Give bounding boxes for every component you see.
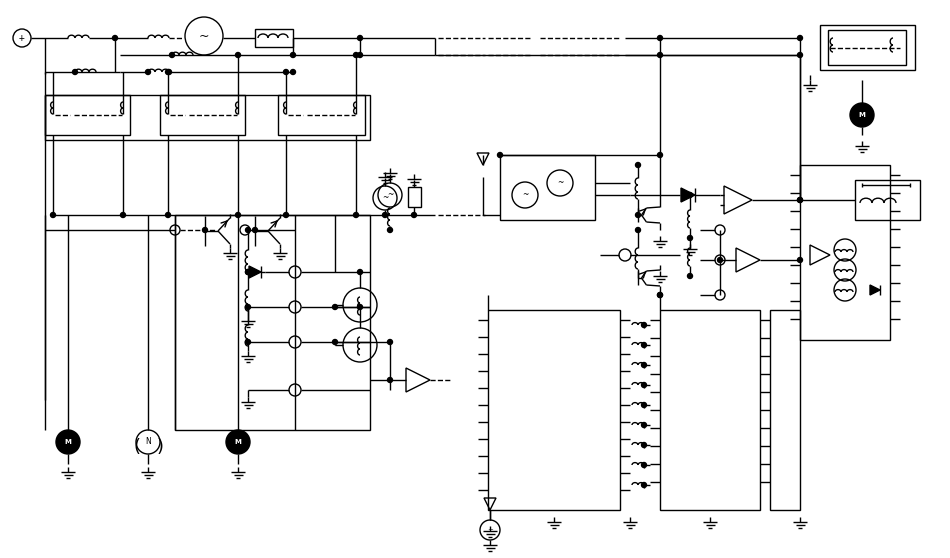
Polygon shape [870,285,880,295]
Bar [500,155,595,220]
Circle shape [253,228,257,233]
Circle shape [332,305,337,310]
Circle shape [357,305,363,310]
Bar [45,95,130,135]
Circle shape [169,52,175,57]
Circle shape [657,152,662,157]
Circle shape [641,442,647,448]
Circle shape [236,52,240,57]
Circle shape [245,339,251,344]
Circle shape [388,228,392,233]
Circle shape [388,339,392,344]
Circle shape [121,213,125,218]
Circle shape [797,36,803,41]
Text: (: ( [134,438,141,456]
Circle shape [72,70,78,75]
Circle shape [353,52,358,57]
Text: N: N [145,437,151,446]
Circle shape [657,52,662,57]
Bar [408,187,421,207]
Circle shape [688,273,693,278]
Text: ~: ~ [387,190,393,200]
Circle shape [245,228,251,233]
Circle shape [245,270,251,275]
Circle shape [657,36,662,41]
Circle shape [383,213,388,218]
Text: +: + [19,33,25,43]
Circle shape [283,70,289,75]
Text: M: M [65,439,71,445]
Circle shape [636,162,640,167]
Circle shape [657,292,662,297]
Circle shape [388,378,392,382]
Circle shape [498,152,503,157]
Circle shape [797,198,803,203]
Circle shape [641,463,647,468]
Bar [820,25,915,70]
Circle shape [236,213,240,218]
Circle shape [291,70,295,75]
Bar [175,215,370,430]
Bar [828,30,906,65]
Bar [160,95,245,135]
Circle shape [50,213,55,218]
Text: ~: ~ [382,194,389,203]
Bar [45,95,370,140]
Circle shape [797,198,803,203]
Circle shape [357,36,363,41]
Circle shape [641,363,647,368]
Circle shape [688,193,693,198]
Circle shape [657,292,662,297]
Circle shape [797,257,803,262]
Circle shape [283,213,289,218]
Circle shape [636,213,640,218]
Circle shape [357,52,363,57]
Circle shape [411,213,416,218]
Polygon shape [249,266,261,278]
Circle shape [145,70,150,75]
Text: ~: ~ [487,527,493,533]
Polygon shape [681,188,695,202]
Circle shape [165,213,170,218]
Circle shape [166,70,172,75]
Circle shape [641,422,647,427]
Circle shape [641,343,647,348]
Circle shape [357,270,363,275]
Circle shape [641,402,647,407]
Circle shape [717,257,723,262]
Text: ): ) [157,438,163,456]
Circle shape [641,483,647,488]
Circle shape [56,430,80,454]
Bar [255,29,293,47]
Circle shape [688,235,693,240]
Circle shape [291,52,295,57]
Circle shape [202,228,207,233]
Circle shape [353,213,358,218]
Bar [278,95,365,135]
Text: M: M [235,439,241,445]
Circle shape [332,339,337,344]
Text: M: M [859,112,865,118]
Circle shape [797,52,803,57]
Bar [770,310,800,510]
Text: ~: ~ [199,30,209,42]
Text: ~: ~ [557,179,563,187]
Bar [855,180,920,220]
Bar [800,165,890,340]
Bar [660,310,760,510]
Circle shape [641,382,647,387]
Circle shape [641,323,647,328]
Circle shape [245,270,251,275]
Circle shape [112,36,118,41]
Bar [488,310,620,510]
Text: ~: ~ [522,190,528,200]
Circle shape [850,103,874,127]
Circle shape [165,70,170,75]
Circle shape [636,228,640,233]
Circle shape [245,305,251,310]
Circle shape [226,430,250,454]
